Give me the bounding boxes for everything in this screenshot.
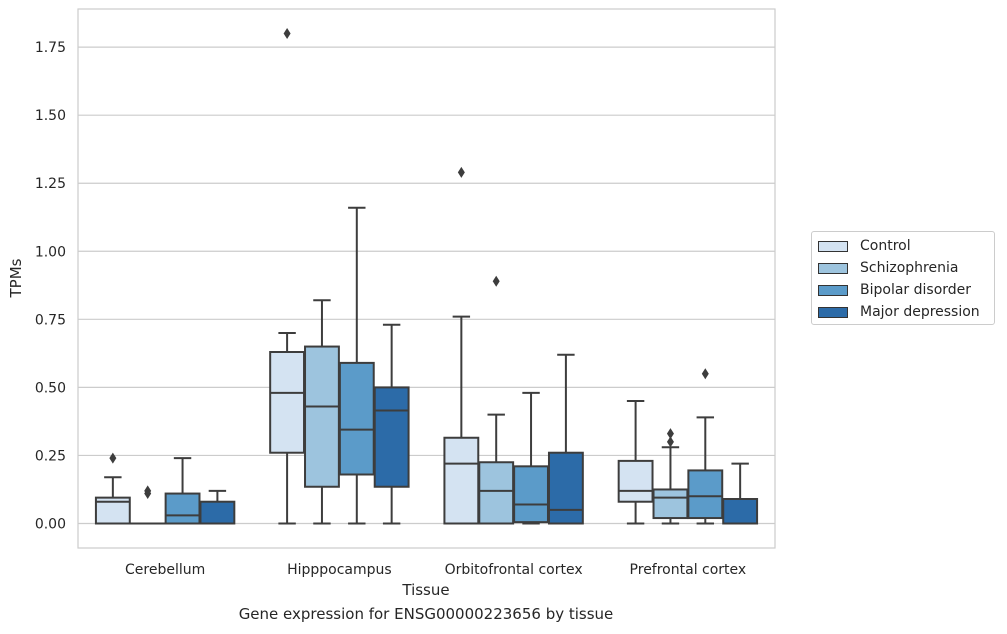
box-body — [304, 345, 340, 488]
y-tick-label: 0.75 — [35, 312, 66, 328]
box-schizophrenia-prefrontal-cortex — [652, 428, 689, 525]
box-control-cerebellum — [94, 452, 131, 525]
box-major-depression-hipppocampus — [373, 323, 410, 525]
legend-label-bipolar-disorder: Bipolar disorder — [860, 282, 972, 298]
outlier-marker — [144, 485, 152, 497]
y-axis-label: TPMs — [7, 258, 25, 298]
box-body — [687, 469, 724, 520]
box-schizophrenia-hipppocampus — [304, 299, 340, 525]
box-body — [513, 465, 549, 524]
box-major-depression-cerebellum — [199, 489, 236, 525]
y-tick-label: 0.50 — [35, 380, 66, 396]
outlier-marker — [492, 275, 500, 287]
box-body — [443, 436, 480, 525]
y-tick-label: 0.25 — [35, 448, 66, 464]
box-bipolar-disorder-cerebellum — [164, 457, 201, 525]
box-body — [338, 361, 375, 476]
box-schizophrenia-orbitofrontal-cortex — [478, 275, 515, 525]
legend-swatch-bipolar-disorder — [818, 284, 848, 296]
legend: Control Schizophrenia Bipolar disorder M… — [811, 231, 995, 325]
box-body — [269, 351, 306, 454]
x-tick-label: Hipppocampus — [287, 562, 392, 578]
x-tick-label: Cerebellum — [125, 562, 205, 578]
box-control-hipppocampus — [269, 28, 306, 525]
chart-caption: Gene expression for ENSG00000223656 by t… — [238, 605, 614, 623]
legend-item-control: Control — [818, 236, 911, 256]
y-tick-label: 1.50 — [35, 108, 66, 124]
x-tick-label: Prefrontal cortex — [630, 562, 747, 578]
legend-swatch-schizophrenia — [818, 262, 848, 274]
x-tick-label: Orbitofrontal cortex — [445, 562, 583, 578]
box-bipolar-disorder-prefrontal-cortex — [687, 368, 724, 525]
outlier-marker — [701, 368, 709, 380]
box-body — [617, 459, 654, 503]
x-axis-label: Tissue — [401, 581, 449, 599]
outlier-marker — [283, 28, 291, 39]
legend-item-bipolar-disorder: Bipolar disorder — [818, 280, 971, 300]
legend-item-schizophrenia: Schizophrenia — [818, 258, 958, 278]
box-body — [199, 500, 236, 525]
y-tick-label: 1.25 — [35, 176, 66, 192]
box-major-depression-orbitofrontal-cortex — [547, 353, 584, 525]
x-tick-labels: Cerebellum Hipppocampus Orbitofrontal cort… — [125, 562, 746, 578]
box-body — [478, 461, 515, 525]
box-bipolar-disorder-hipppocampus — [338, 206, 375, 525]
boxes — [94, 28, 759, 525]
box-control-prefrontal-cortex — [617, 400, 654, 525]
legend-item-major-depression: Major depression — [818, 302, 980, 322]
legend-label-schizophrenia: Schizophrenia — [860, 260, 959, 276]
box-control-orbitofrontal-cortex — [443, 166, 480, 525]
box-major-depression-prefrontal-cortex — [722, 462, 759, 525]
y-tick-labels: 0.00 0.25 0.50 0.75 1.00 1.25 1.50 1.75 — [35, 40, 66, 532]
y-tick-label: 1.75 — [35, 40, 66, 56]
outlier-marker — [666, 428, 674, 440]
box-body — [547, 451, 584, 525]
legend-swatch-control — [818, 240, 848, 252]
plot-frame — [77, 8, 776, 549]
y-tick-label: 1.00 — [35, 244, 66, 260]
box-schizophrenia-cerebellum — [129, 485, 166, 525]
box-body — [373, 386, 410, 488]
box-body — [164, 492, 201, 525]
legend-swatch-major-depression — [818, 306, 848, 318]
box-body — [722, 498, 759, 525]
legend-label-major-depression: Major depression — [860, 304, 980, 320]
outlier-marker — [109, 452, 117, 464]
outlier-marker — [666, 436, 674, 448]
y-tick-label: 0.00 — [35, 517, 66, 533]
outlier-marker — [457, 166, 465, 178]
legend-label-control: Control — [860, 238, 911, 254]
box-body — [652, 488, 689, 520]
box-bipolar-disorder-orbitofrontal-cortex — [513, 391, 549, 525]
grid-lines — [78, 46, 775, 525]
